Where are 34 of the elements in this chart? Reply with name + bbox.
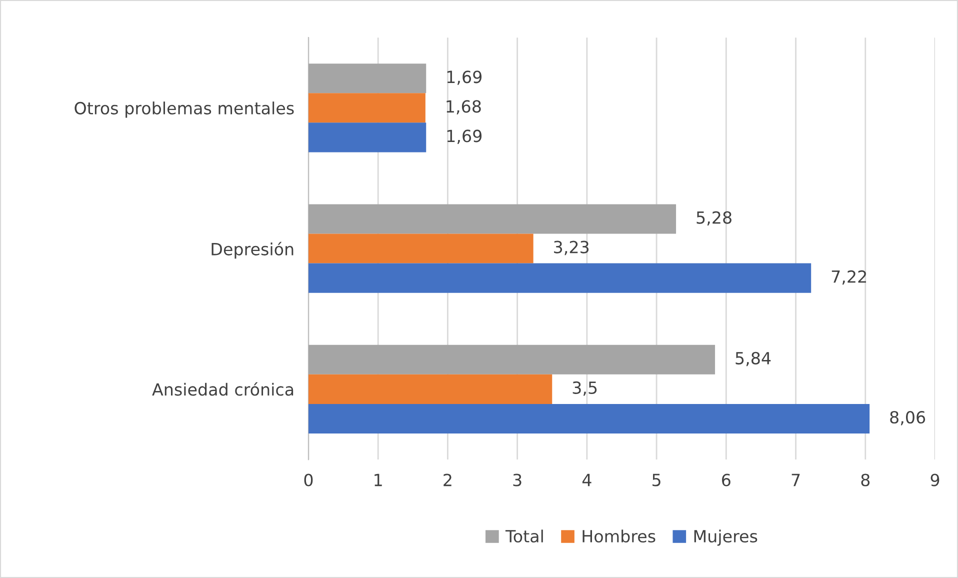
data-label: 1,69 (447, 130, 482, 144)
legend-label: Total (505, 530, 543, 543)
x-tick-label: 7 (792, 474, 800, 486)
bar (308, 204, 676, 234)
data-label: 1,68 (446, 100, 481, 114)
data-label: 5,28 (696, 211, 732, 226)
bar (308, 122, 426, 152)
x-tick-label: 6 (722, 474, 730, 486)
data-label: 3,23 (554, 240, 589, 256)
x-tick-label: 3 (513, 474, 522, 486)
x-tick-label: 9 (930, 474, 940, 486)
data-label: 1,69 (447, 70, 482, 85)
x-tick-label: 4 (582, 474, 592, 486)
bar (308, 234, 534, 264)
data-label: 7,22 (832, 270, 866, 285)
x-tick-label: 0 (304, 474, 313, 486)
y-tick-label: Ansiedad crónica (152, 382, 294, 396)
legend-label: Hombres (582, 530, 656, 543)
x-tick-label: 2 (444, 474, 452, 486)
legend-label: Mujeres (694, 530, 758, 546)
y-tick-label: Depresión (212, 242, 294, 259)
bar (308, 64, 426, 94)
bar (308, 344, 716, 374)
x-tick-label: 5 (652, 474, 660, 486)
data-label: 8,06 (890, 410, 926, 426)
bar (308, 404, 870, 434)
x-tick-label: 1 (374, 474, 382, 486)
data-label: 5,84 (736, 352, 771, 366)
bar (308, 93, 426, 123)
bar (308, 374, 552, 404)
y-tick-label: Otros problemas mentales (74, 102, 294, 118)
x-tick-label: 8 (861, 474, 870, 486)
bar (308, 263, 812, 293)
data-label: 3,5 (572, 381, 597, 396)
